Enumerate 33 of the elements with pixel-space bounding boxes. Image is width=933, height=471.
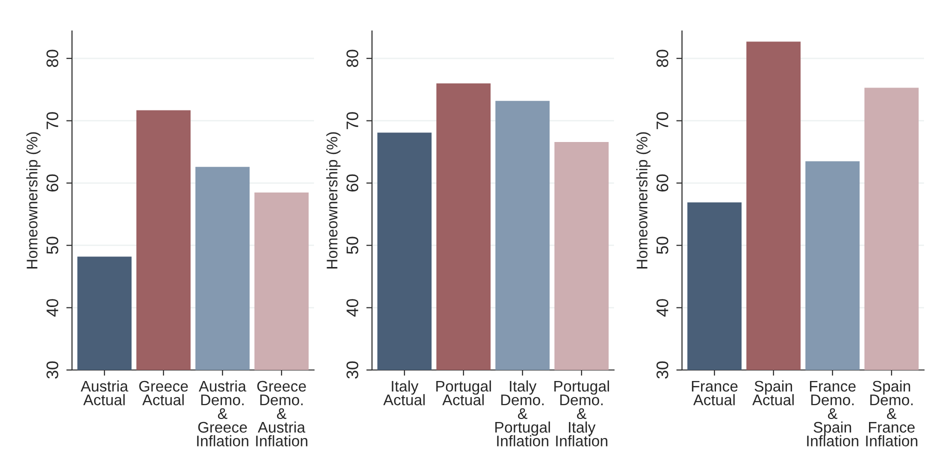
y-tick-label: 30 bbox=[656, 361, 668, 379]
y-tick-label: 30 bbox=[46, 361, 58, 379]
y-tick-label: 60 bbox=[46, 174, 58, 192]
y-tick-label: 60 bbox=[656, 174, 668, 192]
x-tick-label: Austria Actual bbox=[80, 380, 128, 406]
y-tick-label: 80 bbox=[46, 50, 58, 67]
y-axis-title: Homeownership (%) bbox=[326, 132, 340, 268]
x-tick-label: Greece Actual bbox=[139, 380, 188, 406]
y-tick-label: 70 bbox=[656, 112, 668, 130]
y-axis-title: Homeownership (%) bbox=[26, 132, 40, 268]
x-tick-label: France Actual bbox=[692, 380, 738, 406]
y-tick-label: 50 bbox=[656, 236, 668, 254]
x-tick-label: Spain Demo. & France Inflation bbox=[866, 380, 918, 446]
y-tick-label: 50 bbox=[46, 236, 58, 254]
x-tick-label: Portugal Actual bbox=[436, 380, 491, 406]
y-tick-label: 40 bbox=[346, 299, 358, 317]
y-tick-label: 70 bbox=[346, 112, 358, 130]
x-tick-label: Portugal Demo. & Italy Inflation bbox=[554, 380, 609, 446]
y-tick-label: 40 bbox=[656, 299, 668, 317]
x-tick-label: Spain Actual bbox=[752, 380, 794, 406]
y-tick-label: 60 bbox=[346, 174, 358, 192]
y-tick-label: 80 bbox=[346, 50, 358, 67]
y-tick-label: 80 bbox=[656, 50, 668, 67]
x-tick-label: Italy Demo. & Portugal Inflation bbox=[495, 380, 550, 446]
x-tick-label: Italy Actual bbox=[383, 380, 425, 406]
x-tick-label: France Demo. & Spain Inflation bbox=[807, 380, 858, 446]
x-tick-label: Austria Demo. & Greece Inflation bbox=[197, 380, 248, 446]
y-tick-label: 70 bbox=[46, 112, 58, 130]
x-tick-label: Greece Demo. & Austria Inflation bbox=[256, 380, 308, 446]
y-axis-title: Homeownership (%) bbox=[636, 132, 650, 268]
y-tick-label: 40 bbox=[46, 299, 58, 317]
y-tick-label: 30 bbox=[346, 361, 358, 379]
y-tick-label: 50 bbox=[346, 236, 358, 254]
